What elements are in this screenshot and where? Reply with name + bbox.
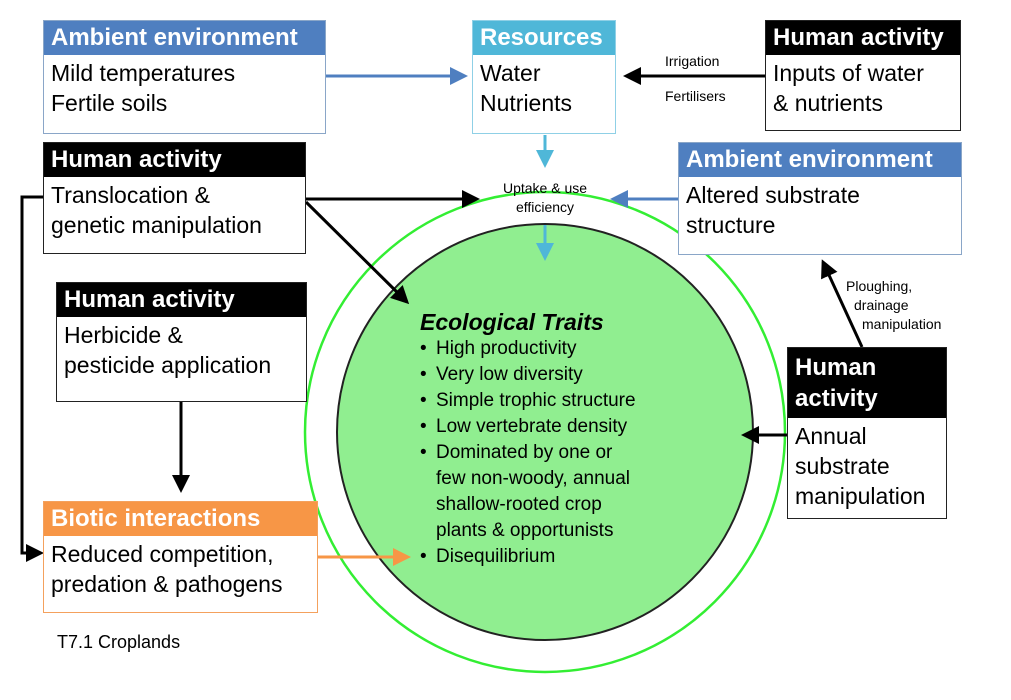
label-line: Ploughing, xyxy=(846,278,913,294)
box-line: Annual xyxy=(795,423,867,449)
label-line: efficiency xyxy=(515,199,575,215)
label-line: manipulation xyxy=(862,316,942,332)
box-header: Human activity xyxy=(788,348,946,418)
trait-item: Low vertebrate density xyxy=(418,414,718,440)
arrow-annual-to-substrate xyxy=(821,259,864,348)
box-human-activity-inputs: Human activity Inputs of water & nutrien… xyxy=(765,20,961,131)
trait-item-continued: plants & opportunists xyxy=(436,520,614,541)
box-line: Herbicide & xyxy=(64,322,183,348)
arrow-translocation-to-traits xyxy=(304,200,410,305)
box-header: Human activity xyxy=(57,283,306,317)
label-irrigation: Irrigation xyxy=(665,53,720,69)
label-ploughing: Ploughing, drainage manipulation xyxy=(846,277,941,334)
box-body: Herbicide & pesticide application xyxy=(57,317,306,383)
box-body: Water Nutrients xyxy=(473,55,615,121)
box-ambient-environment-substrate: Ambient environment Altered substrate st… xyxy=(678,142,962,255)
box-body: Translocation & genetic manipulation xyxy=(44,177,305,243)
box-header: Human activity xyxy=(44,143,305,177)
box-line: Reduced competition, xyxy=(51,541,274,567)
label-fertilisers: Fertilisers xyxy=(665,88,726,104)
box-human-activity-translocation: Human activity Translocation & genetic m… xyxy=(43,142,306,254)
box-line: & nutrients xyxy=(773,90,883,116)
arrow-translocation-to-biotic xyxy=(20,195,44,562)
label-line: Uptake & use xyxy=(502,180,588,196)
box-line: Translocation & xyxy=(51,182,210,208)
box-body: Inputs of water & nutrients xyxy=(766,55,960,121)
box-line: pesticide application xyxy=(64,352,272,378)
box-line: manipulation xyxy=(795,483,926,509)
box-line: Inputs of water xyxy=(773,60,924,86)
box-body: Reduced competition, predation & pathoge… xyxy=(44,536,317,602)
box-header-line: Human xyxy=(795,354,877,381)
box-resources: Resources Water Nutrients xyxy=(472,20,616,134)
box-body: Altered substrate structure xyxy=(679,177,961,243)
traits-list: High productivity Very low diversity Sim… xyxy=(418,336,718,570)
box-body: Annual substrate manipulation xyxy=(788,418,946,514)
box-line: Altered substrate xyxy=(686,182,860,208)
box-line: substrate xyxy=(795,453,890,479)
box-biotic-interactions: Biotic interactions Reduced competition,… xyxy=(43,501,318,613)
trait-item-continued: shallow-rooted crop xyxy=(436,494,602,515)
box-human-activity-herbicide: Human activity Herbicide & pesticide app… xyxy=(56,282,307,402)
trait-item: Simple trophic structure xyxy=(418,388,718,414)
box-header: Ambient environment xyxy=(44,21,325,55)
figure-caption: T7.1 Croplands xyxy=(57,632,181,652)
trait-item: High productivity xyxy=(418,336,718,362)
box-body: Mild temperatures Fertile soils xyxy=(44,55,325,121)
box-human-activity-annual: Human activity Annual substrate manipula… xyxy=(787,347,947,519)
box-line: Nutrients xyxy=(480,90,573,116)
box-header: Human activity xyxy=(766,21,960,55)
trait-item: Very low diversity xyxy=(418,362,718,388)
trait-item-continued: few non-woody, annual xyxy=(436,468,630,489)
box-line: predation & pathogens xyxy=(51,571,283,597)
ecological-traits: Ecological Traits High productivity Very… xyxy=(418,308,718,570)
box-line: structure xyxy=(686,212,776,238)
box-line: genetic manipulation xyxy=(51,212,262,238)
box-header: Resources xyxy=(473,21,615,55)
label-uptake: Uptake & use efficiency xyxy=(489,179,601,217)
box-header: Ambient environment xyxy=(679,143,961,177)
label-line: drainage xyxy=(854,297,909,313)
traits-title: Ecological Traits xyxy=(420,309,604,335)
trait-item: Dominated by one or xyxy=(418,440,718,466)
trait-item: Disequilibrium xyxy=(418,544,718,570)
box-line: Fertile soils xyxy=(51,90,168,116)
box-line: Water xyxy=(480,60,541,86)
box-header-line: activity xyxy=(795,385,878,412)
box-header: Biotic interactions xyxy=(44,502,317,536)
box-line: Mild temperatures xyxy=(51,60,236,86)
box-ambient-environment-top: Ambient environment Mild temperatures Fe… xyxy=(43,20,326,134)
